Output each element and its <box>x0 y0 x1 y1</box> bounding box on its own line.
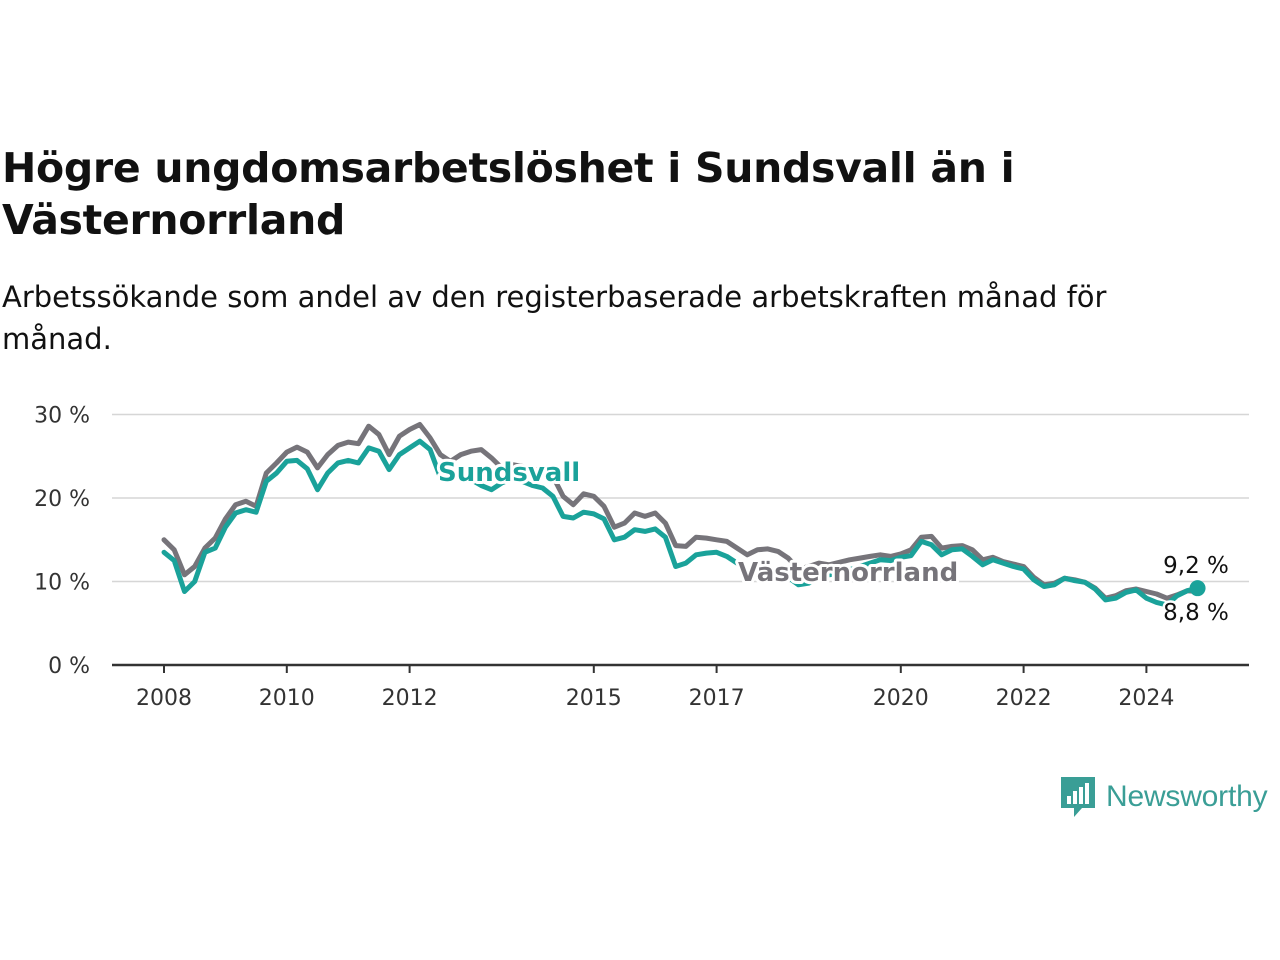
y-tick-label: 20 % <box>34 487 90 512</box>
series-labels: Västernorrland Sundsvall 9,2 % 8,8 % <box>435 455 1231 629</box>
x-axis-ticks: 2008 2010 2012 2015 2017 2020 2022 2024 <box>136 665 1174 711</box>
x-tick-label: 2010 <box>259 686 315 711</box>
y-tick-label: 0 % <box>48 654 90 679</box>
x-tick-label: 2020 <box>873 686 929 711</box>
chart-subtitle: Arbetssökande som andel av den registerb… <box>2 280 1107 356</box>
x-tick-label: 2012 <box>382 686 438 711</box>
line-chart: 0 % 10 % 20 % 30 % 2008 2010 2012 2015 2017 2020… <box>34 404 1249 711</box>
brand-name: Newsworthy <box>1106 780 1268 813</box>
chart-title: Högre ungdomsarbetslöshet i Sundsvall än… <box>2 144 1015 244</box>
x-tick-label: 2008 <box>136 686 192 711</box>
series-label-sundsvall: Sundsvall <box>438 458 580 488</box>
sundsvall-end-label: 9,2 % <box>1163 553 1229 579</box>
x-tick-label: 2015 <box>566 686 622 711</box>
x-tick-label: 2024 <box>1118 686 1174 711</box>
series-line-sundsvall <box>161 438 1201 608</box>
series-lines <box>161 422 1201 608</box>
newsworthy-logo: Newsworthy <box>1058 774 1268 820</box>
vasternorrland-end-label: 8,8 % <box>1163 600 1229 626</box>
x-tick-label: 2017 <box>689 686 745 711</box>
series-line-västernorrland <box>161 422 1201 601</box>
y-axis-ticks: 0 % 10 % 20 % 30 % <box>34 404 90 680</box>
series-label-västernorrland: Västernorrland <box>738 558 958 588</box>
y-tick-label: 30 % <box>34 404 90 429</box>
grid-lines <box>112 413 1249 583</box>
sundsvall-end-dot <box>1189 580 1206 597</box>
y-tick-label: 10 % <box>34 571 90 596</box>
newsworthy-bars-icon <box>1061 777 1095 817</box>
x-tick-label: 2022 <box>996 686 1052 711</box>
